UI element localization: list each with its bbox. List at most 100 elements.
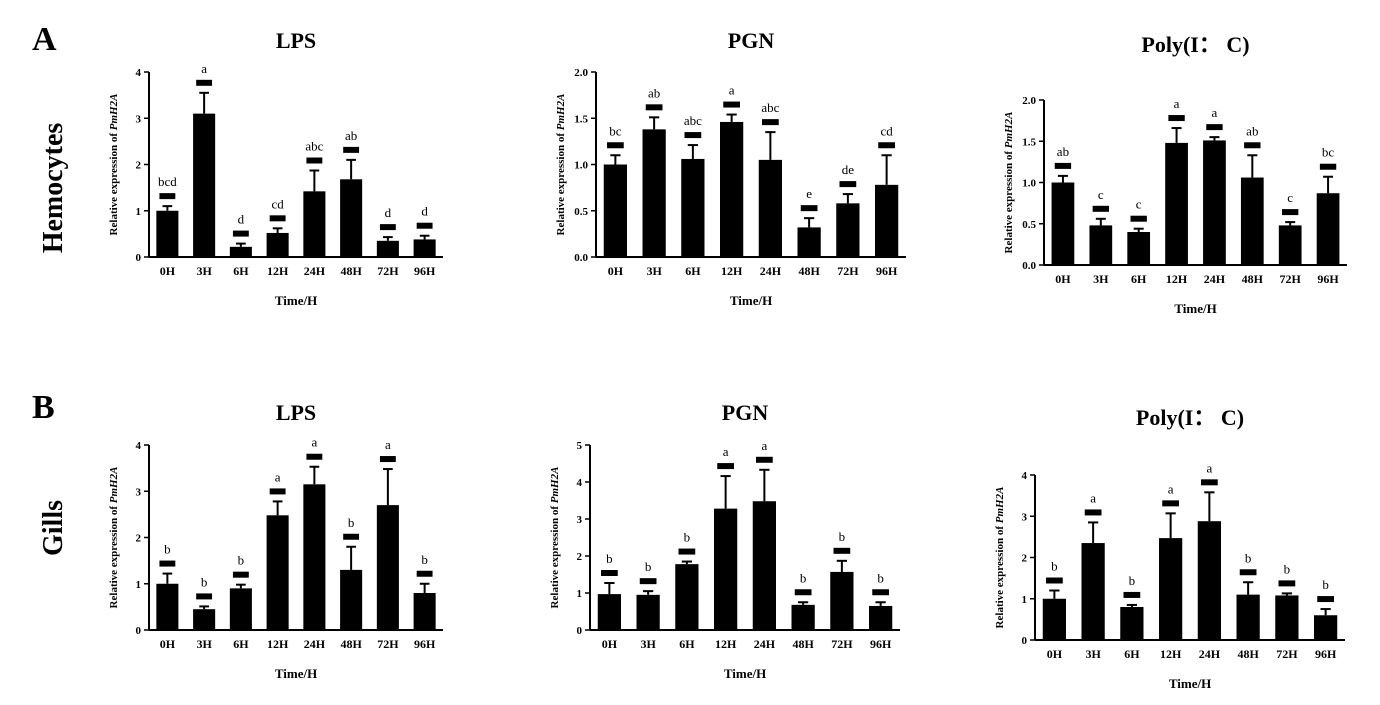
- bar-12H: [266, 232, 289, 257]
- y-tick-label: 0: [136, 625, 142, 637]
- y-axis-label-gene: PmH2A: [108, 467, 120, 504]
- significance-dash: [1278, 580, 1296, 587]
- chart-4: LPS 0 1 2 3 4 Relative expression of PmH2A b 0H b…: [108, 400, 443, 681]
- y-axis-label-gene: PmH2A: [549, 467, 561, 504]
- significance-letter: ab: [345, 128, 357, 143]
- chart-1: LPS 0 1 2 3 4 Relative expression of PmH2A bcd 0…: [108, 28, 443, 308]
- bar-48H: [797, 227, 821, 257]
- significance-dash: [723, 101, 740, 108]
- chart-title: PGN: [722, 400, 769, 425]
- bar-48H: [1240, 177, 1264, 265]
- significance-dash: [762, 119, 779, 126]
- y-tick-label: 0.0: [574, 252, 588, 264]
- bar-0H: [603, 164, 627, 257]
- chart-title: LPS: [276, 28, 316, 53]
- significance-letter: b: [839, 529, 846, 544]
- x-tick-label: 3H: [1085, 647, 1101, 661]
- bar-48H: [791, 604, 815, 630]
- bar-72H: [1278, 225, 1302, 265]
- significance-letter: a: [201, 61, 207, 76]
- x-tick-label: 3H: [640, 637, 656, 651]
- y-tick-label: 1.5: [574, 113, 588, 125]
- y-axis-label: Relative expression of PmH2A: [555, 94, 567, 236]
- bar-72H: [1275, 595, 1299, 640]
- x-tick-label: 96H: [414, 264, 436, 278]
- bar-3H: [193, 113, 216, 257]
- significance-dash: [1123, 591, 1141, 598]
- x-tick-label: 24H: [1204, 272, 1226, 286]
- y-axis-label-gene: PmH2A: [1003, 112, 1015, 149]
- y-tick-label: 0.5: [1022, 219, 1036, 231]
- bar-96H: [413, 593, 436, 630]
- y-axis-label-prefix: Relative expression of: [1003, 148, 1015, 253]
- bar-96H: [875, 184, 899, 257]
- significance-dash: [878, 142, 895, 149]
- y-axis-label-gene: PmH2A: [555, 94, 567, 131]
- x-tick-label: 6H: [233, 637, 249, 651]
- x-tick-label: 6H: [1124, 647, 1140, 661]
- significance-dash: [800, 205, 818, 212]
- significance-letter: abc: [305, 139, 323, 154]
- x-tick-label: 12H: [267, 637, 289, 651]
- x-tick-label: 24H: [304, 637, 326, 651]
- x-tick-label: 96H: [876, 264, 898, 278]
- y-tick-label: 1: [577, 588, 583, 600]
- x-tick-label: 6H: [233, 264, 249, 278]
- chart-title: PGN: [728, 28, 775, 53]
- y-tick-label: 0: [1022, 635, 1028, 647]
- chart-6: Poly(I： C) 0 1 2 3 4 Relative expression of Pm…: [994, 405, 1345, 691]
- significance-letter: a: [1168, 481, 1174, 496]
- y-axis-label: Relative expression of PmH2A: [1003, 112, 1015, 254]
- y-tick-label: 1: [136, 579, 142, 591]
- x-axis-label: Time/H: [1174, 301, 1216, 316]
- y-axis-label: Relative expression of PmH2A: [994, 487, 1006, 629]
- x-tick-label: 48H: [340, 637, 362, 651]
- x-tick-label: 0H: [160, 637, 176, 651]
- bar-0H: [1042, 598, 1066, 640]
- x-tick-label: 0H: [1055, 272, 1071, 286]
- bar-24H: [752, 501, 776, 630]
- y-tick-label: 2.0: [574, 67, 588, 79]
- bar-3H: [1081, 543, 1105, 640]
- significance-letter: c: [1098, 187, 1104, 202]
- significance-dash: [379, 224, 396, 231]
- bar-6H: [229, 246, 252, 257]
- y-axis-label-prefix: Relative expression of: [555, 130, 567, 235]
- significance-dash: [1201, 479, 1218, 486]
- x-tick-label: 6H: [679, 637, 695, 651]
- x-tick-label: 0H: [602, 637, 618, 651]
- significance-letter: a: [723, 444, 729, 459]
- bar-24H: [303, 191, 326, 257]
- x-tick-label: 12H: [267, 264, 289, 278]
- y-axis-label-gene: PmH2A: [108, 94, 120, 131]
- y-tick-label: 2: [136, 160, 142, 172]
- significance-dash: [1054, 162, 1072, 169]
- significance-dash: [794, 589, 812, 596]
- y-tick-label: 3: [136, 486, 142, 498]
- significance-dash: [306, 453, 323, 460]
- significance-letter: c: [1136, 197, 1142, 212]
- bar-12H: [720, 121, 744, 257]
- bar-6H: [675, 564, 699, 630]
- significance-dash: [684, 132, 702, 139]
- bar-3H: [193, 609, 216, 630]
- significance-letter: d: [238, 212, 245, 227]
- y-tick-label: 5: [577, 440, 583, 452]
- significance-dash: [1244, 142, 1261, 149]
- significance-dash: [717, 463, 734, 470]
- significance-dash: [232, 571, 249, 578]
- x-tick-label: 48H: [340, 264, 362, 278]
- significance-letter: b: [164, 542, 171, 557]
- bar-96H: [1316, 193, 1340, 265]
- significance-dash: [1317, 596, 1334, 603]
- significance-dash: [343, 146, 360, 153]
- x-tick-label: 3H: [646, 264, 662, 278]
- x-axis-label: Time/H: [1169, 676, 1211, 691]
- y-tick-label: 0.0: [1022, 260, 1036, 272]
- x-tick-label: 24H: [1199, 647, 1221, 661]
- bar-0H: [1051, 182, 1075, 265]
- y-axis-label-prefix: Relative expression of: [549, 503, 561, 608]
- row-label-gills: Gills: [38, 500, 69, 556]
- significance-letter: b: [238, 553, 245, 568]
